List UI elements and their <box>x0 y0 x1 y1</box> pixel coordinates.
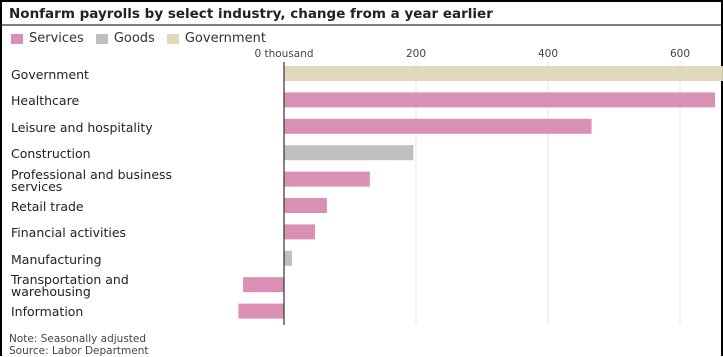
legend-swatch-services <box>11 33 23 44</box>
bar-retail-trade <box>284 198 327 213</box>
bar-government <box>284 66 723 81</box>
category-label-government: Government <box>11 67 89 82</box>
tick-label-200: 200 <box>406 48 426 60</box>
chart-legend: Services Goods Government <box>11 31 278 46</box>
bar-information <box>238 303 284 319</box>
bar-professional-and-business-services <box>284 171 370 187</box>
legend-label-goods: Goods <box>113 31 155 46</box>
category-label-healthcare: Healthcare <box>11 93 80 108</box>
category-label-information: Information <box>11 304 84 319</box>
tick-label-0: 0 thousand <box>254 48 313 60</box>
category-label-professional: Professional and business services <box>11 167 173 194</box>
legend-swatch-government <box>166 33 179 44</box>
tick-label-600: 600 <box>670 48 690 60</box>
category-label-manufacturing: Manufacturing <box>11 252 102 267</box>
bar-transportation-and-warehousing <box>243 277 284 293</box>
legend-item-government: Government <box>166 31 266 46</box>
chart-note: Note: Seasonally adjusted <box>9 333 147 345</box>
tick-label-400: 400 <box>538 48 558 60</box>
legend-label-government: Government <box>184 31 266 46</box>
legend-item-goods: Goods <box>95 31 155 46</box>
bar-healthcare <box>284 92 715 108</box>
category-label-financial: Financial activities <box>11 225 127 240</box>
category-label-construction: Construction <box>11 146 91 161</box>
legend-label-services: Services <box>29 31 84 46</box>
chart-source: Source: Labor Department <box>9 345 149 357</box>
category-label-leisure: Leisure and hospitality <box>11 120 153 135</box>
bar-construction <box>284 145 414 161</box>
legend-swatch-goods <box>95 33 108 44</box>
bar-manufacturing <box>284 250 292 266</box>
bar-leisure-and-hospitality <box>284 118 592 134</box>
bar-financial-activities <box>284 224 316 240</box>
chart-title: Nonfarm payrolls by select industry, cha… <box>9 6 493 22</box>
legend-item-services: Services <box>11 31 84 46</box>
category-label-retail: Retail trade <box>11 199 84 214</box>
category-label-transportation: Transportation and warehousing <box>11 272 129 299</box>
